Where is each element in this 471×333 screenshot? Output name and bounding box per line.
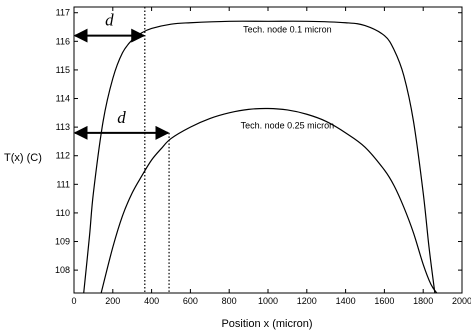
x-tick-label: 1000 bbox=[258, 296, 278, 306]
distance-label: d bbox=[105, 11, 114, 30]
x-tick-label: 1200 bbox=[297, 296, 317, 306]
y-tick-label: 114 bbox=[56, 94, 70, 104]
y-axis-label: T(x) (C) bbox=[4, 152, 42, 164]
x-tick-label: 1400 bbox=[336, 296, 356, 306]
x-axis-label: Position x (micron) bbox=[221, 318, 312, 330]
x-tick-label: 600 bbox=[183, 296, 198, 306]
curve-annotation: Tech. node 0.25 micron bbox=[241, 121, 335, 131]
plot-frame bbox=[73, 6, 463, 294]
x-tick-label: 200 bbox=[105, 296, 120, 306]
x-tick-label: 1600 bbox=[374, 296, 394, 306]
y-tick-label: 112 bbox=[56, 151, 70, 161]
x-tick-label: 400 bbox=[144, 296, 159, 306]
series-line-node-0-25-micron bbox=[100, 107, 438, 293]
y-tick-label: 115 bbox=[56, 65, 70, 75]
x-tick-label: 0 bbox=[71, 296, 76, 306]
axis-ticks bbox=[73, 7, 463, 293]
x-tick-label: 1800 bbox=[413, 296, 433, 306]
series-line-node-0-1-micron bbox=[83, 20, 436, 293]
y-tick-label: 109 bbox=[55, 237, 70, 247]
y-tick-label: 116 bbox=[56, 36, 70, 46]
x-tick-label: 800 bbox=[222, 296, 237, 306]
y-tick-label: 113 bbox=[56, 122, 70, 132]
y-tick-label: 108 bbox=[55, 265, 70, 275]
axis-tick-labels: 0 200 400 600 800 1000 1200 1400 1600 1800 2000 108… bbox=[55, 8, 471, 306]
x-tick-label: 2000 bbox=[452, 296, 471, 306]
distance-label: d bbox=[117, 108, 126, 127]
y-tick-label: 111 bbox=[56, 179, 70, 189]
y-tick-label: 117 bbox=[56, 8, 70, 18]
y-tick-label: 110 bbox=[56, 208, 70, 218]
curve-annotation: Tech. node 0.1 micron bbox=[243, 25, 332, 35]
plot-area: Tech. node 0.1 micron Tech. node 0.25 mic… bbox=[73, 7, 438, 293]
